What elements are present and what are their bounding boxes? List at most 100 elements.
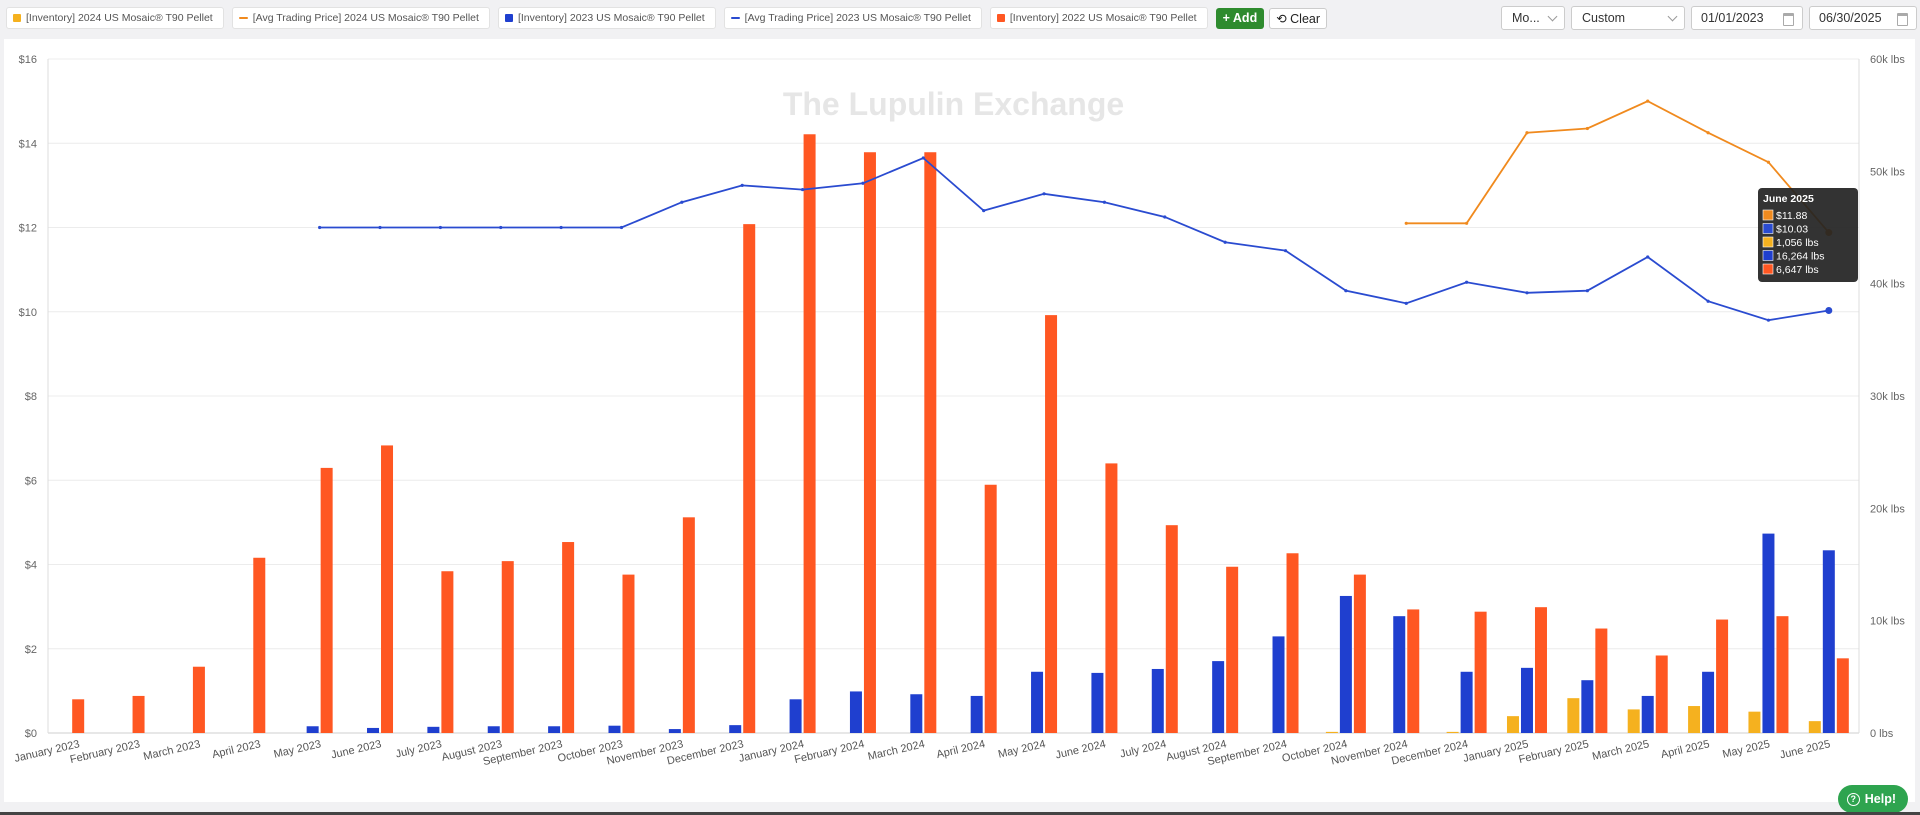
- bar-2-16: [1045, 315, 1058, 733]
- bar-1-16: [1031, 671, 1044, 733]
- bar-1-28: [1762, 533, 1775, 733]
- line-point-3-0: [1404, 221, 1408, 225]
- x-tick-label: June 2023: [330, 738, 383, 761]
- line-point-4-1: [378, 225, 382, 230]
- line-point-4-15: [1223, 240, 1227, 244]
- bar-0-23: [1446, 731, 1459, 733]
- bar-1-12: [789, 699, 802, 733]
- y-left-tick-label: $14: [19, 138, 37, 150]
- range-select-value: Custom: [1582, 11, 1626, 25]
- line-point-4-7: [740, 183, 744, 187]
- bar-1-11: [729, 725, 742, 733]
- legend-item-3[interactable]: [Inventory] 2023 US Mosaic® T90 Pellet: [497, 7, 716, 29]
- bottom-border: [0, 812, 1920, 815]
- y-right-tick-label: 20k lbs: [1870, 503, 1905, 515]
- line-point-3-4: [1646, 99, 1650, 103]
- y-left-tick-label: $8: [25, 391, 37, 403]
- line-point-4-23: [1706, 299, 1710, 303]
- bar-1-22: [1393, 616, 1406, 733]
- bar-2-25: [1595, 628, 1608, 733]
- line-series-3: [1406, 100, 1830, 234]
- bar-1-24: [1520, 667, 1533, 733]
- interval-select[interactable]: Mo...: [1501, 6, 1565, 30]
- range-select[interactable]: Custom: [1571, 6, 1685, 30]
- bar-2-15: [984, 484, 997, 733]
- x-tick-label: May 2024: [997, 738, 1047, 761]
- help-button-label: Help!: [1864, 792, 1896, 806]
- legend-label: [Avg Trading Price] 2023 US Mosaic® T90 …: [744, 12, 971, 24]
- bar-2-0: [72, 699, 85, 733]
- bar-2-23: [1474, 611, 1487, 733]
- line-point-4-2: [438, 225, 442, 230]
- y-right-tick-label: 60k lbs: [1870, 54, 1905, 66]
- bar-2-7: [501, 561, 514, 733]
- interval-select-value: Mo...: [1512, 11, 1540, 25]
- legend-item-5[interactable]: [Inventory] 2022 US Mosaic® T90 Pellet: [989, 7, 1208, 29]
- bar-1-23: [1460, 671, 1473, 733]
- x-tick-label: February 2023: [69, 738, 141, 766]
- bar-0-27: [1688, 706, 1701, 733]
- y-right-tick-label: 0 lbs: [1870, 728, 1894, 740]
- bar-1-25: [1581, 680, 1594, 733]
- calendar-icon: [1783, 13, 1794, 26]
- combo-chart: $0 $2 $4 $6 $8 $10 $12 $14 $16 0 lbs 10k lbs 20k lb…: [13, 54, 1905, 768]
- bar-1-10: [668, 729, 681, 733]
- legend-swatch: [996, 14, 1005, 22]
- bar-1-27: [1702, 671, 1715, 733]
- bar-2-6: [441, 571, 454, 733]
- line-point-4-8: [800, 187, 805, 192]
- line-point-4-3: [499, 225, 503, 230]
- y-left-tick-label: $0: [25, 728, 37, 740]
- line-point-4-21: [1585, 289, 1589, 293]
- toolbar: [Inventory] 2024 US Mosaic® T90 Pellet [A…: [0, 0, 1920, 36]
- bar-0-25: [1567, 698, 1580, 733]
- bar-2-13: [863, 152, 876, 733]
- clear-series-button[interactable]: ⟲ Clear: [1269, 7, 1328, 29]
- bar-2-1: [132, 695, 145, 733]
- bar-2-3: [253, 557, 266, 733]
- x-tick-label: April 2024: [935, 738, 986, 761]
- bar-2-9: [622, 574, 635, 733]
- bar-2-18: [1165, 525, 1178, 733]
- chart-controls: Mo... Custom 01/01/2023 06/30/2025: [1501, 6, 1920, 30]
- chart-panel: $0 $2 $4 $6 $8 $10 $12 $14 $16 0 lbs 10k lbs 20k lb…: [4, 39, 1915, 802]
- bar-2-26: [1655, 655, 1668, 733]
- x-tick-label: June 2025: [1779, 738, 1832, 761]
- y-left-tick-label: $4: [25, 560, 37, 572]
- help-button[interactable]: ? Help!: [1837, 785, 1908, 813]
- tooltip-row: $11.88: [1776, 210, 1807, 222]
- end-date-input[interactable]: 06/30/2025: [1809, 6, 1917, 30]
- bar-1-17: [1091, 672, 1104, 733]
- chevron-down-icon: [1547, 11, 1558, 22]
- watermark: The Lupulin Exchange: [783, 86, 1124, 122]
- legend-swatch: [13, 14, 21, 22]
- x-tick-label: February 2025: [1518, 738, 1590, 766]
- y-right-tick-label: 40k lbs: [1870, 279, 1905, 291]
- bar-2-10: [682, 517, 695, 733]
- line-point-4-14: [1163, 215, 1167, 219]
- legend-item-4[interactable]: [Avg Trading Price] 2023 US Mosaic® T90 …: [723, 7, 982, 29]
- legend-item-1[interactable]: [Inventory] 2024 US Mosaic® T90 Pellet: [6, 7, 224, 29]
- chart-legend: [Inventory] 2024 US Mosaic® T90 Pellet [A…: [6, 7, 1216, 29]
- line-point-4-20: [1525, 291, 1529, 295]
- bar-2-22: [1407, 609, 1420, 733]
- x-tick-label: May 2023: [273, 738, 323, 761]
- add-series-button[interactable]: + Add: [1215, 7, 1265, 29]
- bar-1-4: [306, 726, 319, 733]
- question-icon: ?: [1846, 792, 1860, 806]
- tooltip-swatch: [1762, 223, 1774, 234]
- bar-2-11: [743, 224, 756, 733]
- bar-2-17: [1105, 463, 1118, 733]
- line-point-4-12: [1042, 192, 1046, 196]
- y-left-tick-label: $6: [25, 475, 37, 487]
- bar-0-24: [1506, 716, 1519, 733]
- legend-item-2[interactable]: [Avg Trading Price] 2024 US Mosaic® T90 …: [231, 7, 490, 29]
- bar-2-28: [1776, 616, 1789, 733]
- bar-1-26: [1641, 695, 1654, 733]
- bar-2-8: [562, 542, 575, 733]
- line-point-3-5: [1706, 131, 1710, 135]
- y-left-tick-label: $16: [19, 54, 37, 66]
- x-tick-label: June 2024: [1054, 738, 1107, 761]
- start-date-input[interactable]: 01/01/2023: [1691, 6, 1803, 30]
- line-point-4-19: [1465, 280, 1469, 284]
